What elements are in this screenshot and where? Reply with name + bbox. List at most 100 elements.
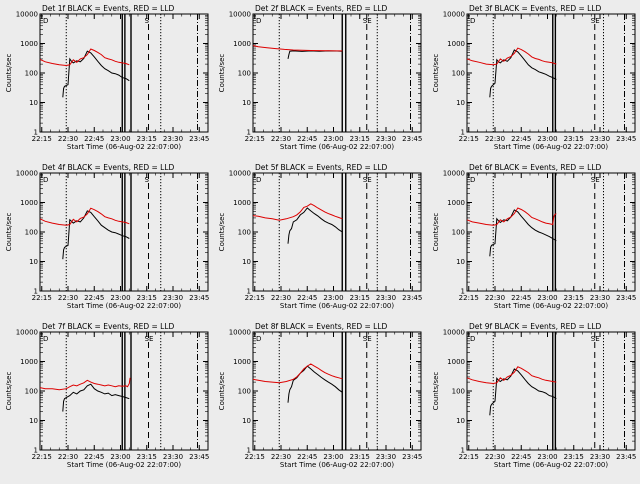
y-tick-label: 1: [247, 288, 251, 296]
series-line-events: [489, 368, 557, 416]
y-axis-label: Counts/sec: [432, 372, 440, 411]
x-tick-label: 23:45: [189, 135, 209, 143]
panel-1: Det 1f BLACK = Events, RED = LLD 1 10 100 10…: [5, 4, 209, 151]
y-tick-label: 100: [452, 70, 465, 78]
flag-mark: D: [256, 17, 261, 25]
x-tick-label: 22:15: [245, 453, 265, 461]
series-line-events: [287, 365, 343, 403]
flag-mark: D: [43, 176, 48, 184]
flag-mark: SE: [591, 17, 600, 25]
x-tick-label: 23:30: [590, 135, 610, 143]
y-tick-label: 1: [461, 447, 465, 455]
flag-mark: D: [256, 176, 261, 184]
series-line-lld: [252, 203, 343, 221]
x-tick-label: 23:45: [616, 294, 636, 302]
panel-6: Det 6f BLACK = Events, RED = LLD 1 10 100 10…: [432, 163, 636, 310]
flag-mark: D: [43, 17, 48, 25]
x-axis-label: Start Time (06-Aug-02 22:07:00): [280, 143, 394, 151]
panel-title: Det 5f BLACK = Events, RED = LLD: [255, 163, 388, 172]
x-tick-label: 23:00: [537, 453, 557, 461]
x-tick-label: 23:15: [564, 135, 584, 143]
y-tick-label: 1000: [20, 358, 38, 366]
series-line-lld: [39, 377, 131, 391]
series-line-events: [62, 210, 130, 260]
x-tick-label: 23:00: [323, 453, 343, 461]
flag-mark: D: [256, 335, 261, 343]
x-tick-label: 22:15: [459, 294, 479, 302]
x-tick-label: 22:15: [32, 453, 52, 461]
panel-7: Det 7f BLACK = Events, RED = LLD 1 10 100 10…: [5, 322, 209, 469]
x-tick-label: 23:30: [163, 294, 183, 302]
flag-mark: SE: [591, 335, 600, 343]
x-tick-label: 23:15: [137, 135, 157, 143]
x-tick-label: 23:00: [110, 294, 130, 302]
y-tick-label: 1000: [447, 199, 465, 207]
series-line-events: [287, 50, 343, 60]
y-tick-label: 10: [29, 99, 38, 107]
x-tick-label: 23:45: [616, 135, 636, 143]
panel-title: Det 2f BLACK = Events, RED = LLD: [255, 4, 388, 13]
y-tick-label: 10000: [16, 170, 38, 178]
x-tick-label: 23:15: [564, 294, 584, 302]
series-line-lld: [252, 45, 343, 52]
flag-mark: SE: [363, 176, 372, 184]
y-tick-label: 1: [461, 288, 465, 296]
x-tick-label: 23:15: [564, 453, 584, 461]
panel-2: Det 2f BLACK = Events, RED = LLD 1 10 100 10…: [218, 4, 422, 151]
x-tick-label: 23:00: [110, 135, 130, 143]
x-tick-label: 23:15: [137, 453, 157, 461]
y-tick-label: 1000: [447, 40, 465, 48]
y-tick-label: 10: [29, 258, 38, 266]
plot-frame: [252, 13, 422, 133]
y-tick-label: 10: [242, 417, 251, 425]
y-axis-label: Counts/sec: [5, 372, 13, 411]
y-tick-label: 1000: [20, 199, 38, 207]
y-axis-label: Counts/sec: [218, 213, 226, 252]
x-tick-label: 23:30: [590, 294, 610, 302]
y-tick-label: 10000: [443, 329, 465, 337]
panel-title: Det 1f BLACK = Events, RED = LLD: [42, 4, 175, 13]
flag-mark: D: [43, 335, 48, 343]
plot-frame: [39, 172, 209, 292]
flag-mark: SE: [363, 17, 372, 25]
panel-title: Det 4f BLACK = Events, RED = LLD: [42, 163, 175, 172]
x-tick-label: 22:30: [485, 294, 505, 302]
y-tick-label: 1: [34, 129, 38, 137]
plot-frame: [252, 331, 422, 451]
x-axis-label: Start Time (06-Aug-02 22:07:00): [67, 302, 181, 310]
series-line-events: [62, 50, 130, 98]
x-tick-label: 22:30: [271, 294, 291, 302]
flag-mark: D: [470, 176, 475, 184]
panel-8: Det 8f BLACK = Events, RED = LLD 1 10 100 10…: [218, 322, 422, 469]
x-tick-label: 23:45: [402, 294, 422, 302]
series-line-lld: [39, 48, 130, 67]
x-axis-label: Start Time (06-Aug-02 22:07:00): [280, 302, 394, 310]
x-axis-label: Start Time (06-Aug-02 22:07:00): [494, 302, 608, 310]
y-axis-label: Counts/sec: [5, 213, 13, 252]
x-tick-label: 22:45: [84, 453, 104, 461]
y-tick-label: 100: [25, 388, 38, 396]
panel-title: Det 7f BLACK = Events, RED = LLD: [42, 322, 175, 331]
y-tick-label: 10000: [443, 11, 465, 19]
y-tick-label: 1: [34, 288, 38, 296]
x-tick-label: 22:45: [84, 135, 104, 143]
plot-frame: [466, 172, 636, 292]
y-tick-label: 1000: [233, 199, 251, 207]
plot-frame: [39, 13, 209, 133]
x-tick-label: 23:45: [402, 135, 422, 143]
series-line-lld: [39, 207, 130, 226]
series-line-events: [489, 49, 557, 98]
plot-frame: [466, 331, 636, 451]
y-tick-label: 1: [461, 129, 465, 137]
y-tick-label: 1: [247, 129, 251, 137]
y-tick-label: 100: [452, 229, 465, 237]
x-axis-label: Start Time (06-Aug-02 22:07:00): [494, 143, 608, 151]
y-tick-label: 1: [34, 447, 38, 455]
y-tick-label: 100: [238, 388, 251, 396]
x-tick-label: 23:15: [350, 294, 370, 302]
x-tick-label: 22:30: [58, 453, 78, 461]
y-tick-label: 1000: [233, 358, 251, 366]
x-tick-label: 22:45: [297, 135, 317, 143]
x-tick-label: 23:30: [376, 294, 396, 302]
